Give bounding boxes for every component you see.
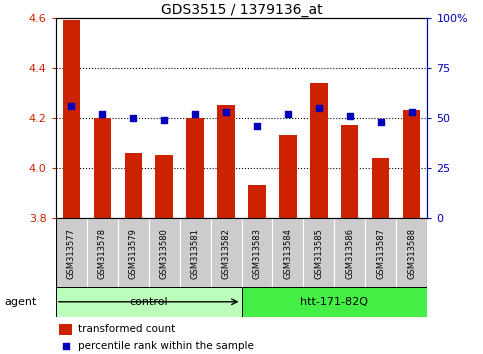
- Point: [315, 105, 323, 110]
- Point: [129, 115, 137, 121]
- Point: [67, 103, 75, 109]
- Text: GSM313579: GSM313579: [128, 228, 138, 279]
- Bar: [397, 218, 427, 289]
- Text: percentile rank within the sample: percentile rank within the sample: [78, 341, 254, 351]
- Bar: [372, 158, 389, 218]
- Bar: [125, 153, 142, 218]
- Point: [191, 111, 199, 116]
- Point: [408, 109, 416, 115]
- Bar: [311, 83, 327, 218]
- Bar: [217, 105, 235, 218]
- Text: GSM313578: GSM313578: [98, 228, 107, 279]
- Text: GSM313585: GSM313585: [314, 228, 324, 279]
- Bar: [156, 155, 172, 218]
- Bar: [280, 135, 297, 218]
- Text: agent: agent: [5, 297, 37, 307]
- Text: GSM313581: GSM313581: [190, 228, 199, 279]
- Text: GSM313580: GSM313580: [159, 228, 169, 279]
- Bar: [180, 218, 211, 289]
- Point: [62, 343, 70, 349]
- Text: GSM313582: GSM313582: [222, 228, 230, 279]
- Text: GSM313583: GSM313583: [253, 228, 261, 279]
- Text: GSM313588: GSM313588: [408, 228, 416, 279]
- Bar: [56, 218, 86, 289]
- Bar: [149, 218, 180, 289]
- Bar: [186, 118, 203, 218]
- Text: control: control: [129, 297, 168, 307]
- Bar: [303, 218, 334, 289]
- Text: GSM313577: GSM313577: [67, 228, 75, 279]
- Point: [98, 111, 106, 116]
- Bar: [334, 218, 366, 289]
- Title: GDS3515 / 1379136_at: GDS3515 / 1379136_at: [161, 3, 322, 17]
- Point: [377, 119, 385, 125]
- Bar: [56, 287, 242, 317]
- Bar: [248, 185, 266, 218]
- Point: [346, 113, 354, 119]
- Bar: [59, 324, 72, 335]
- Bar: [242, 218, 272, 289]
- Bar: [341, 125, 358, 218]
- Bar: [62, 20, 80, 218]
- Bar: [366, 218, 397, 289]
- Text: transformed count: transformed count: [78, 324, 175, 334]
- Bar: [242, 287, 427, 317]
- Point: [160, 117, 168, 122]
- Bar: [403, 110, 421, 218]
- Point: [284, 111, 292, 116]
- Text: htt-171-82Q: htt-171-82Q: [300, 297, 369, 307]
- Bar: [94, 118, 111, 218]
- Bar: [272, 218, 303, 289]
- Text: GSM313586: GSM313586: [345, 228, 355, 279]
- Text: GSM313587: GSM313587: [376, 228, 385, 279]
- Point: [253, 123, 261, 129]
- Bar: [86, 218, 117, 289]
- Text: GSM313584: GSM313584: [284, 228, 293, 279]
- Bar: [117, 218, 149, 289]
- Point: [222, 109, 230, 115]
- Bar: [211, 218, 242, 289]
